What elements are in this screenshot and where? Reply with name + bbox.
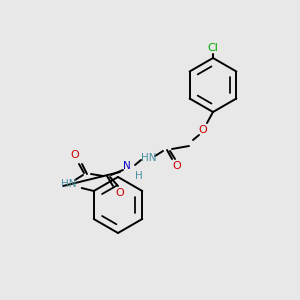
Text: O: O — [199, 125, 207, 135]
Text: HN: HN — [61, 179, 77, 189]
Text: O: O — [116, 188, 124, 198]
Text: O: O — [70, 150, 80, 160]
Text: H: H — [135, 171, 143, 181]
Text: Cl: Cl — [208, 43, 218, 53]
Text: HN: HN — [141, 153, 157, 163]
Text: N: N — [123, 161, 131, 171]
Text: O: O — [172, 161, 182, 171]
